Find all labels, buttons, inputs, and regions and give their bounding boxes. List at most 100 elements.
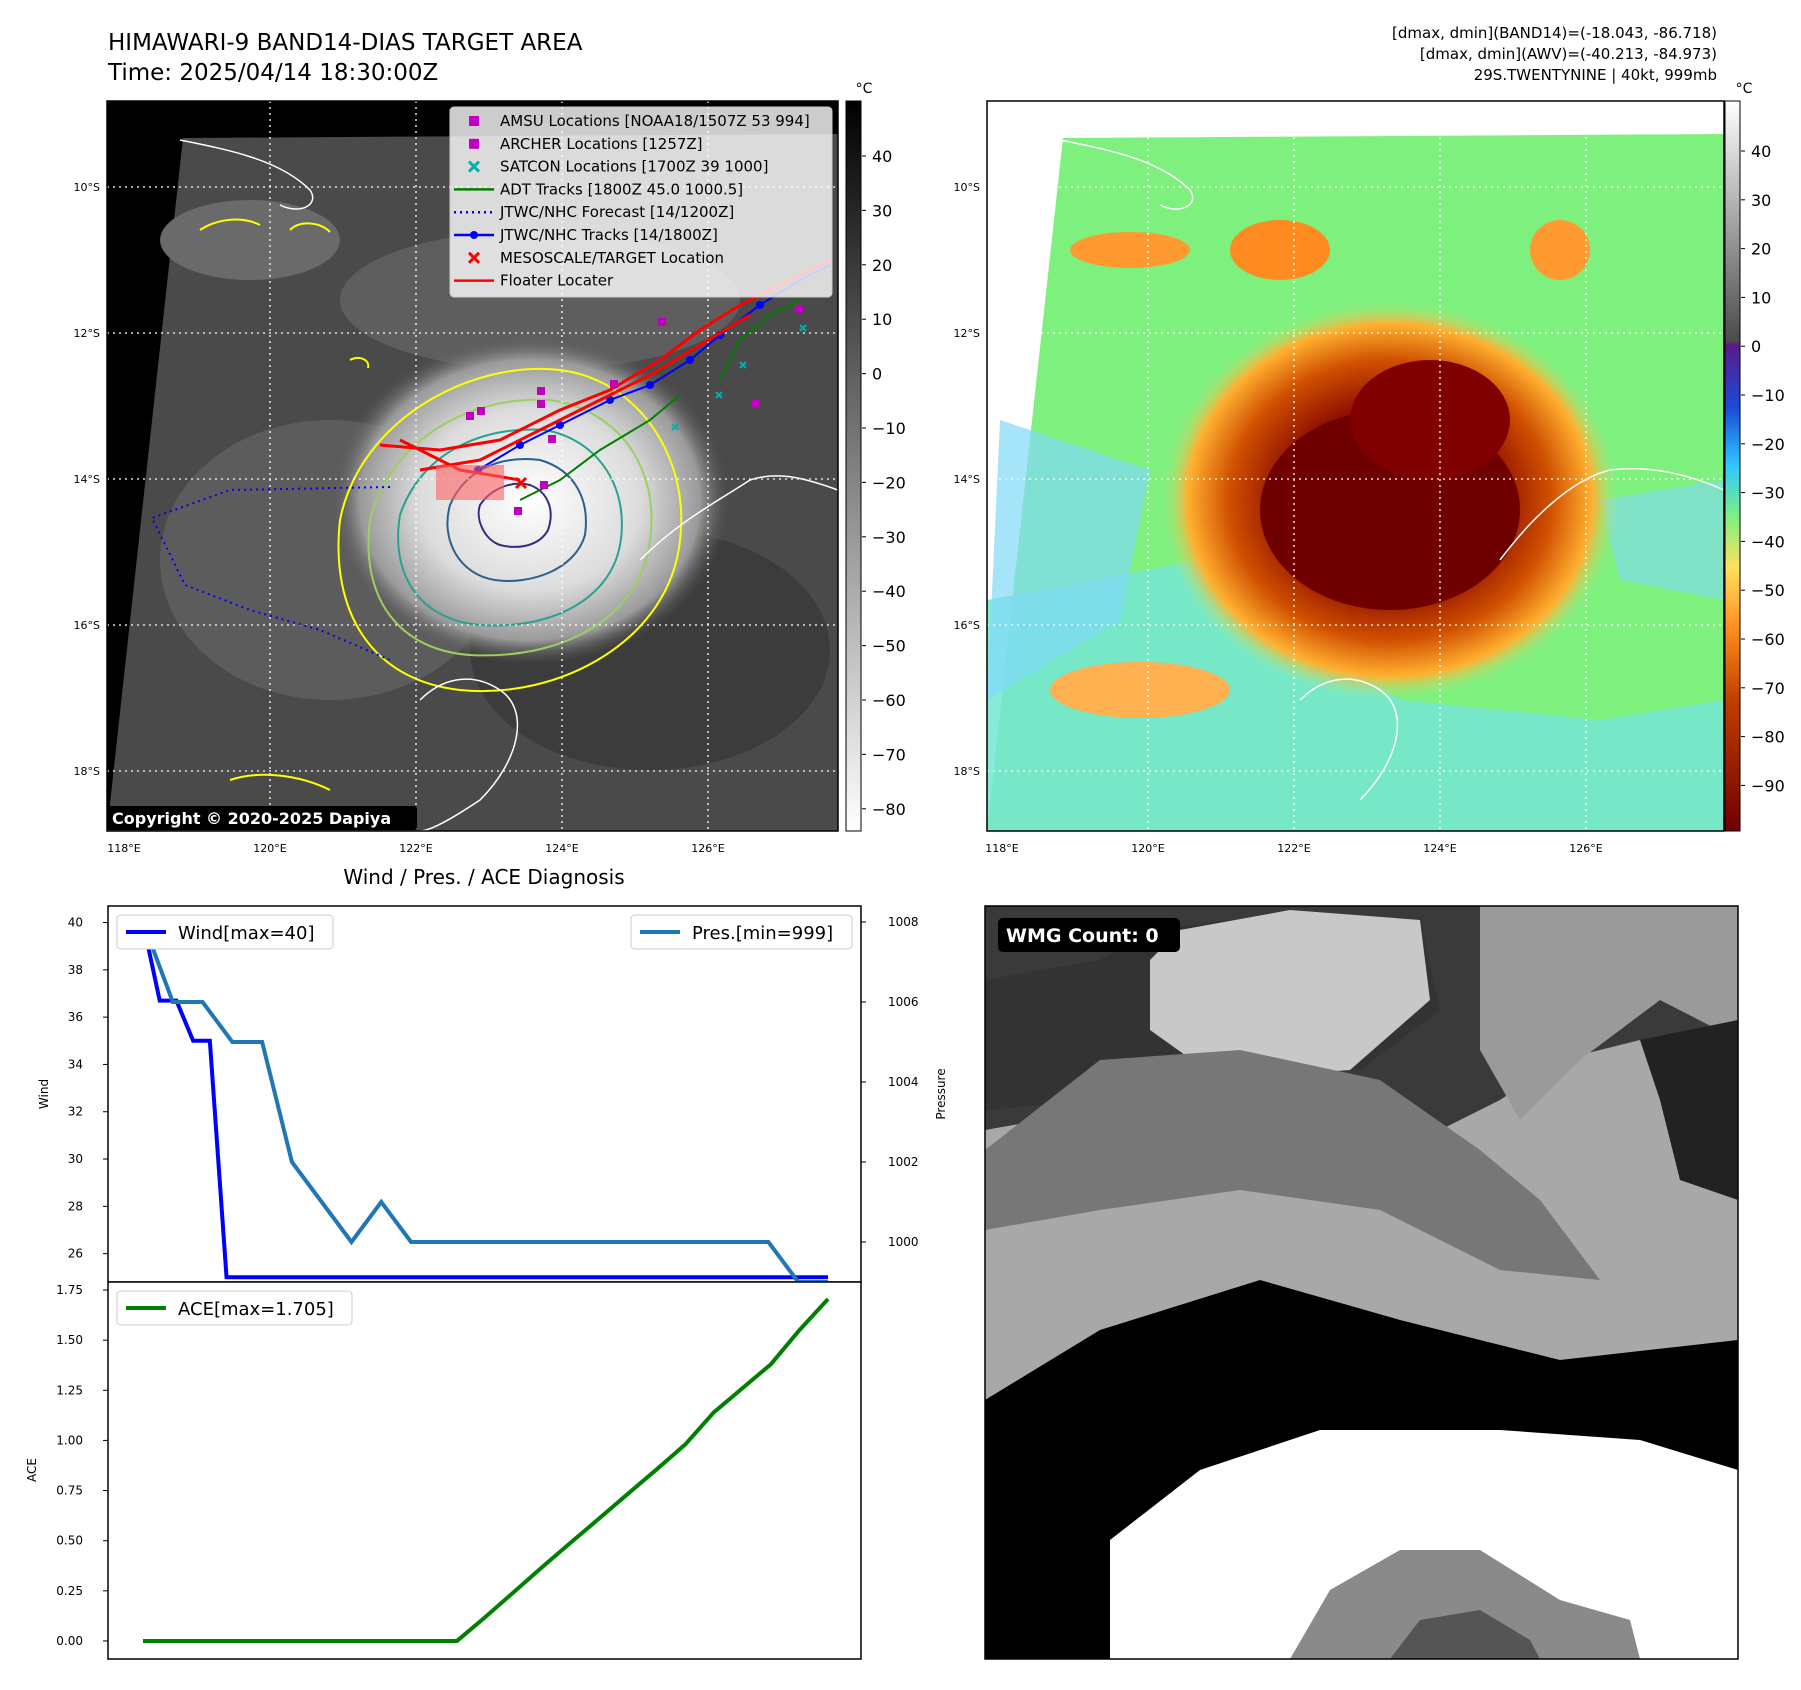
pressure-axis-label: Pressure bbox=[934, 1068, 948, 1119]
lat-label: 10°S bbox=[74, 181, 100, 194]
ace-tick-label: 0.25 bbox=[56, 1584, 83, 1598]
wind-tick-label: 36 bbox=[68, 1010, 83, 1024]
ace-series-line bbox=[143, 1297, 830, 1643]
pressure-tick-label: 1000 bbox=[888, 1235, 919, 1249]
color-colorbar-unit: °C bbox=[1736, 81, 1753, 97]
info-awv: [dmax, dmin](AWV)=(-40.213, -84.973) bbox=[1420, 45, 1717, 63]
colorbar-tick-label: 30 bbox=[1751, 191, 1771, 210]
colorbar-tick-label: −60 bbox=[1751, 630, 1785, 649]
colorbar-tick-label: −50 bbox=[872, 637, 906, 656]
ir-gray-panel: AMSU Locations [NOAA18/1507Z 53 994] ARCH… bbox=[74, 81, 906, 855]
pressure-series-line bbox=[141, 921, 828, 1284]
ace-tick-label: 1.50 bbox=[56, 1333, 83, 1347]
wind-axis-label: Wind bbox=[37, 1079, 51, 1109]
ir-color-panel: 10°S 12°S 14°S 16°S 18°S 118°E 120°E 122°E 124°… bbox=[954, 81, 1785, 855]
lon-label: 124°E bbox=[545, 842, 578, 855]
lat-label: 12°S bbox=[954, 327, 980, 340]
wind-tick-label: 32 bbox=[68, 1105, 83, 1119]
legend-marker bbox=[467, 251, 481, 264]
wind-tick-label: 38 bbox=[68, 963, 83, 977]
lon-label: 118°E bbox=[985, 842, 1018, 855]
colorbar-tick-label: −60 bbox=[872, 691, 906, 710]
colorbar-tick-label: −70 bbox=[1751, 679, 1785, 698]
legend-marker bbox=[467, 160, 481, 173]
colorbar-tick-label: −80 bbox=[1751, 728, 1785, 747]
diagnosis-title: Wind / Pres. / ACE Diagnosis bbox=[343, 865, 624, 889]
colorbar-tick-label: 40 bbox=[872, 147, 892, 166]
pressure-tick-label: 1008 bbox=[888, 915, 919, 929]
lat-label: 10°S bbox=[954, 181, 980, 194]
colorbar-tick-label: −80 bbox=[872, 800, 906, 819]
ace-axis-label: ACE bbox=[25, 1458, 39, 1482]
lat-label: 16°S bbox=[74, 619, 100, 632]
legend-label: AMSU Locations [NOAA18/1507Z 53 994] bbox=[500, 112, 810, 130]
colorbar-tick-label: −40 bbox=[872, 582, 906, 601]
lon-label: 120°E bbox=[253, 842, 286, 855]
colorbar-tick-label: −20 bbox=[872, 473, 906, 492]
ace-tick-label: 1.75 bbox=[56, 1283, 83, 1297]
pressure-tick-label: 1004 bbox=[888, 1075, 919, 1089]
lon-label: 120°E bbox=[1131, 842, 1164, 855]
legend-box: AMSU Locations [NOAA18/1507Z 53 994] ARCH… bbox=[449, 106, 833, 298]
lat-label: 12°S bbox=[74, 327, 100, 340]
colorbar-tick-label: −10 bbox=[872, 419, 906, 438]
pressure-legend-label: Pres.[min=999] bbox=[692, 923, 833, 944]
legend-label: Floater Locater bbox=[500, 272, 614, 290]
ace-legend-label: ACE[max=1.705] bbox=[178, 1299, 334, 1320]
colorbar-tick-label: 40 bbox=[1751, 142, 1771, 161]
colorbar-tick-label: 30 bbox=[872, 201, 892, 220]
legend-label: ARCHER Locations [1257Z] bbox=[500, 135, 703, 153]
colorbar-tick-label: −30 bbox=[872, 528, 906, 547]
colorbar-tick-label: 10 bbox=[872, 310, 892, 329]
legend-label: JTWC/NHC Forecast [14/1200Z] bbox=[499, 203, 734, 221]
lon-label: 126°E bbox=[1569, 842, 1602, 855]
legend-marker bbox=[469, 138, 479, 149]
colorbar-tick-label: −50 bbox=[1751, 581, 1785, 600]
lon-label: 118°E bbox=[107, 842, 140, 855]
wmg-count-badge: WMG Count: 0 bbox=[1006, 925, 1159, 947]
info-storm: 29S.TWENTYNINE | 40kt, 999mb bbox=[1474, 66, 1717, 84]
lon-label: 126°E bbox=[691, 842, 724, 855]
info-band14: [dmax, dmin](BAND14)=(-18.043, -86.718) bbox=[1392, 24, 1717, 42]
gray-colorbar bbox=[845, 100, 862, 832]
wind-tick-label: 28 bbox=[68, 1199, 83, 1213]
wmg-panel: WMG Count: 0 bbox=[984, 905, 1739, 1660]
legend-label: ADT Tracks [1800Z 45.0 1000.5] bbox=[500, 180, 743, 198]
ace-legend: ACE[max=1.705] bbox=[116, 1290, 353, 1326]
colorbar-tick-label: 10 bbox=[1751, 288, 1771, 307]
lon-label: 124°E bbox=[1423, 842, 1456, 855]
legend-marker bbox=[470, 231, 478, 239]
lon-label: 122°E bbox=[399, 842, 432, 855]
lat-label: 16°S bbox=[954, 619, 980, 632]
wind-tick-label: 26 bbox=[68, 1247, 83, 1261]
ace-chart: 0.00 0.25 0.50 0.75 1.00 1.25 1.50 1.75 ACE ACE… bbox=[25, 1281, 862, 1660]
pressure-tick-label: 1002 bbox=[888, 1155, 919, 1169]
ace-tick-label: 0.50 bbox=[56, 1534, 83, 1548]
wind-tick-label: 40 bbox=[68, 916, 83, 930]
lat-label: 14°S bbox=[74, 473, 100, 486]
copyright-label: Copyright © 2020-2025 Dapiya bbox=[112, 809, 391, 828]
wind-pressure-chart: Wind / Pres. / ACE Diagnosis 26 28 30 32 34 3… bbox=[37, 865, 948, 1284]
color-colorbar bbox=[1724, 100, 1741, 832]
colorbar-tick-label: −30 bbox=[1751, 484, 1785, 503]
pressure-tick-label: 1006 bbox=[888, 995, 919, 1009]
wind-tick-label: 30 bbox=[68, 1152, 83, 1166]
wind-legend-label: Wind[max=40] bbox=[178, 923, 315, 944]
lat-label: 18°S bbox=[954, 765, 980, 778]
legend-label: MESOSCALE/TARGET Location bbox=[500, 249, 724, 267]
colorbar-tick-label: 20 bbox=[872, 256, 892, 275]
colorbar-tick-label: −20 bbox=[1751, 435, 1785, 454]
main-title: HIMAWARI-9 BAND14-DIAS TARGET AREA bbox=[108, 30, 583, 56]
ace-tick-label: 0.00 bbox=[56, 1634, 83, 1648]
legend-marker bbox=[469, 116, 479, 126]
legend-label: SATCON Locations [1700Z 39 1000] bbox=[500, 158, 768, 176]
colorbar-tick-label: −90 bbox=[1751, 776, 1785, 795]
wind-series-line bbox=[141, 922, 828, 1280]
wind-tick-label: 34 bbox=[68, 1057, 83, 1071]
pressure-legend: Pres.[min=999] bbox=[630, 914, 853, 950]
colorbar-tick-label: −40 bbox=[1751, 532, 1785, 551]
ace-tick-label: 1.00 bbox=[56, 1433, 83, 1447]
ace-tick-label: 0.75 bbox=[56, 1484, 83, 1498]
colorbar-tick-label: 0 bbox=[1751, 337, 1761, 356]
